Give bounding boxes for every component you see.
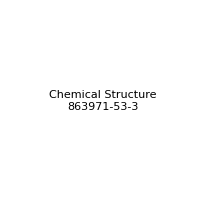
Text: Chemical Structure
863971-53-3: Chemical Structure 863971-53-3 (49, 90, 156, 112)
